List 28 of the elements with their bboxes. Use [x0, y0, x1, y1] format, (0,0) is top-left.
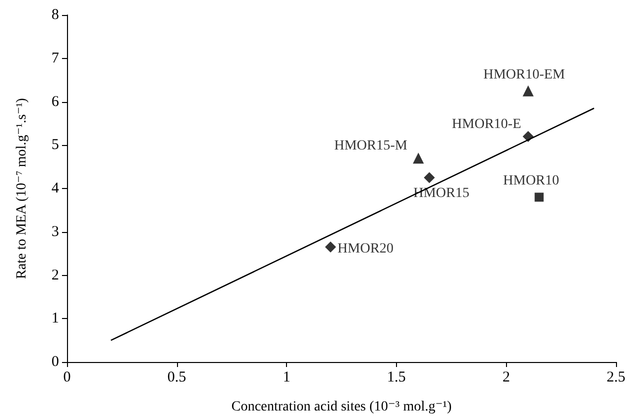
y-tick-label: 2 — [52, 267, 59, 284]
point — [424, 172, 435, 184]
y-tick-label: 7 — [52, 50, 60, 66]
x-tick-label: 2 — [502, 370, 510, 386]
annotation: HMOR15-M — [334, 138, 408, 154]
y-tick-label: 8 — [52, 7, 59, 23]
y-tick-label: 6 — [52, 94, 60, 110]
annotation: HMOR20 — [338, 242, 394, 257]
x-axis-title: Concentration acid sites (10⁻³ mol.g⁻¹) — [231, 400, 452, 414]
x-tick-label: 0 — [63, 370, 71, 386]
point — [325, 242, 336, 253]
annotation: HMOR10 — [503, 174, 560, 189]
annotation: HMOR10-E — [452, 116, 522, 132]
y-tick-label: 1 — [52, 310, 59, 327]
y-tick-label: 3 — [52, 224, 59, 240]
y-tick-label: 4 — [52, 180, 60, 196]
y-tick-label: 0 — [52, 354, 59, 370]
x-tick-label: 1.5 — [387, 370, 406, 386]
y-tick-label: 5 — [52, 137, 59, 154]
x-tick-label: 1 — [282, 370, 290, 386]
annotation: HMOR15 — [413, 186, 470, 202]
x-tick-label: 0.5 — [167, 370, 186, 386]
x-tick-label: 2.5 — [606, 370, 626, 386]
point — [534, 192, 544, 202]
annotation: HMOR10-EM — [483, 67, 566, 82]
point — [412, 152, 424, 164]
y-axis-title: Rate to MEA (10⁻⁷ mol.g⁻¹.s⁻¹) — [14, 98, 30, 279]
point — [522, 85, 534, 96]
